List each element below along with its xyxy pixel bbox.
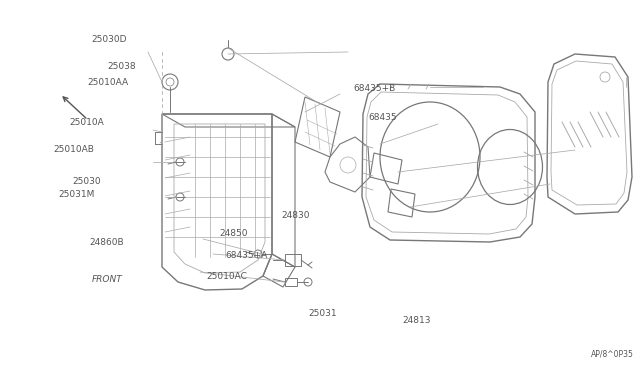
Text: 24813: 24813 — [402, 316, 431, 325]
Text: 25031M: 25031M — [58, 190, 95, 199]
Text: 24830: 24830 — [282, 211, 310, 219]
Text: 24860B: 24860B — [90, 238, 124, 247]
Text: AP/8^0P35: AP/8^0P35 — [591, 350, 634, 359]
Text: 25010A: 25010A — [70, 118, 104, 127]
Text: 68435+B: 68435+B — [353, 84, 396, 93]
Text: 68435: 68435 — [369, 113, 397, 122]
Bar — [285, 254, 301, 266]
Text: 25010AA: 25010AA — [87, 78, 128, 87]
Text: 68435+A: 68435+A — [225, 251, 268, 260]
Text: 25030D: 25030D — [92, 35, 127, 44]
Text: 25010AB: 25010AB — [54, 145, 95, 154]
Text: 25010AC: 25010AC — [206, 272, 247, 280]
Bar — [285, 278, 297, 286]
Text: 25030: 25030 — [72, 177, 101, 186]
Text: 25038: 25038 — [107, 62, 136, 71]
Text: 24850: 24850 — [219, 229, 248, 238]
Text: FRONT: FRONT — [92, 275, 122, 284]
Text: 25031: 25031 — [308, 309, 337, 318]
